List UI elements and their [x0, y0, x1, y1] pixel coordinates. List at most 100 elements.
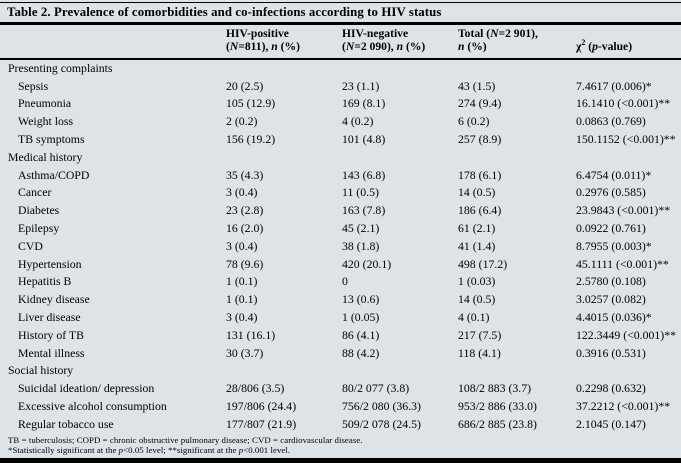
title-rule: [0, 22, 681, 25]
col-header-hiv-negative: HIV-negative (N=2 090), n (%): [334, 24, 450, 60]
table-row: Cancer 3 (0.4) 11 (0.5) 14 (0.5) 0.2976 (0.5…: [0, 184, 681, 202]
footnotes: TB = tuberculosis; COPD = chronic obstru…: [0, 436, 363, 455]
section-row: Presenting complaints: [0, 59, 681, 78]
cell: 169 (8.1): [342, 96, 386, 111]
table-row: TB symptoms 156 (19.2) 101 (4.8) 257 (8.9) 1…: [0, 131, 681, 149]
cell: 14 (0.5): [458, 292, 496, 307]
row-label: Regular tobacco use: [18, 416, 114, 431]
cell: 498 (17.2): [458, 256, 508, 271]
col-header-line2: χ2 (p-value): [576, 38, 633, 53]
cell: 122.3449 (<0.001)**: [576, 327, 677, 342]
table-row: Excessive alcohol consumption 197/806 (24…: [0, 398, 681, 416]
cell: 197/806 (24.4): [226, 399, 297, 414]
cell: 4 (0.1): [458, 310, 490, 325]
cell: 86 (4.1): [342, 327, 380, 342]
cell: 45.1111 (<0.001)**: [576, 256, 669, 271]
cell: 3 (0.4): [226, 310, 258, 325]
section-row: Social history: [0, 362, 681, 380]
cell: 37.2212 (<0.001)**: [576, 399, 671, 414]
cell: [568, 59, 681, 78]
cell: 1 (0.1): [226, 274, 258, 289]
cell: 78 (9.6): [226, 256, 264, 271]
cell: 41 (1.4): [458, 238, 496, 253]
top-rule: [0, 1, 681, 3]
cell: 4.4015 (0.036)*: [576, 310, 652, 325]
table-row: Suicidal ideation/ depression 28/806 (3.5…: [0, 380, 681, 398]
cell: 3 (0.4): [226, 238, 258, 253]
cell: 178 (6.1): [458, 167, 502, 182]
cell: [218, 148, 334, 166]
cell: 80/2 077 (3.8): [342, 381, 410, 396]
cell: 11 (0.5): [342, 185, 379, 200]
row-label: Pneumonia: [18, 96, 72, 111]
cell: 3 (0.4): [226, 185, 258, 200]
row-label: Epilepsy: [18, 221, 60, 236]
cell: [334, 59, 450, 78]
row-label: Cancer: [18, 185, 52, 200]
table-row: Diabetes 23 (2.8) 163 (7.8) 186 (6.4) 23.984…: [0, 202, 681, 220]
table-row: Weight loss 2 (0.2) 4 (0.2) 6 (0.2) 0.0863 (…: [0, 113, 681, 131]
table-row: Mental illness 30 (3.7) 88 (4.2) 118 (4.1) 0…: [0, 344, 681, 362]
cell: 143 (6.8): [342, 167, 386, 182]
cell: 1 (0.1): [226, 292, 258, 307]
cell: 177/807 (21.9): [226, 416, 297, 431]
col-header-line1: Total (N=2 901),: [458, 26, 538, 40]
cell: 2 (0.2): [226, 114, 258, 129]
table-row: Asthma/COPD 35 (4.3) 143 (6.8) 178 (6.1) 6.4…: [0, 166, 681, 184]
cell: [334, 148, 450, 166]
cell: 217 (7.5): [458, 327, 502, 342]
table-row: Epilepsy 16 (2.0) 45 (2.1) 61 (2.1) 0.0922 (…: [0, 220, 681, 238]
row-label: Mental illness: [18, 345, 85, 360]
cell: 0: [342, 274, 348, 289]
cell: [450, 148, 568, 166]
cell: [218, 59, 334, 78]
cell: 101 (4.8): [342, 132, 386, 147]
table-row: CVD 3 (0.4) 38 (1.8) 41 (1.4) 8.7955 (0.003)…: [0, 237, 681, 255]
col-header-total: Total (N=2 901), n (%): [450, 24, 568, 60]
cell: [568, 148, 681, 166]
cell: 61 (2.1): [458, 221, 496, 236]
col-header-chi-square: χ2 (p-value): [568, 24, 681, 60]
row-label: Presenting complaints: [8, 60, 113, 75]
cell: 43 (1.5): [458, 78, 496, 93]
cell: 6.4754 (0.011)*: [576, 167, 652, 182]
cell: 756/2 080 (36.3): [342, 399, 421, 414]
col-header-blank: [0, 24, 218, 60]
cell: 131 (16.1): [226, 327, 276, 342]
section-row: Medical history: [0, 148, 681, 166]
footnote-significance: *Statistically significant at the p<0.05…: [8, 444, 291, 455]
row-label: Sepsis: [18, 78, 49, 93]
cell: 88 (4.2): [342, 345, 380, 360]
bottom-rule: [0, 457, 681, 463]
cell: 163 (7.8): [342, 203, 386, 218]
cell: [450, 362, 568, 380]
cell: 1 (0.05): [342, 310, 380, 325]
cell: 0.0922 (0.761): [576, 221, 646, 236]
cell: 16.1410 (<0.001)**: [576, 96, 671, 111]
cell: 0.3916 (0.531): [576, 345, 646, 360]
cell: 105 (12.9): [226, 96, 276, 111]
cell: 2.5780 (0.108): [576, 274, 646, 289]
cell: 8.7955 (0.003)*: [576, 238, 652, 253]
row-label: Diabetes: [18, 203, 60, 218]
cell: 16 (2.0): [226, 221, 264, 236]
row-label: Kidney disease: [18, 292, 90, 307]
cell: 0.0863 (0.769): [576, 114, 646, 129]
cell: [218, 362, 334, 380]
row-label: History of TB: [18, 327, 84, 342]
table-row: Regular tobacco use 177/807 (21.9) 509/2 0…: [0, 415, 681, 433]
cell: 156 (19.2): [226, 132, 276, 147]
table-row: Sepsis 20 (2.5) 23 (1.1) 43 (1.5) 7.4617 (0.…: [0, 77, 681, 95]
cell: 0.2976 (0.585): [576, 185, 646, 200]
table-row: History of TB 131 (16.1) 86 (4.1) 217 (7.5)…: [0, 326, 681, 344]
table-title: Table 2. Prevalence of comorbidities and…: [7, 5, 442, 19]
cell: 2.1045 (0.147): [576, 416, 646, 431]
row-label: Excessive alcohol consumption: [18, 399, 167, 414]
row-label: Liver disease: [18, 310, 81, 325]
cell: 118 (4.1): [458, 345, 501, 360]
table-row: Kidney disease 1 (0.1) 13 (0.6) 14 (0.5) 3.0…: [0, 291, 681, 309]
cell: [334, 362, 450, 380]
cell: 4 (0.2): [342, 114, 374, 129]
cell: 7.4617 (0.006)*: [576, 78, 652, 93]
